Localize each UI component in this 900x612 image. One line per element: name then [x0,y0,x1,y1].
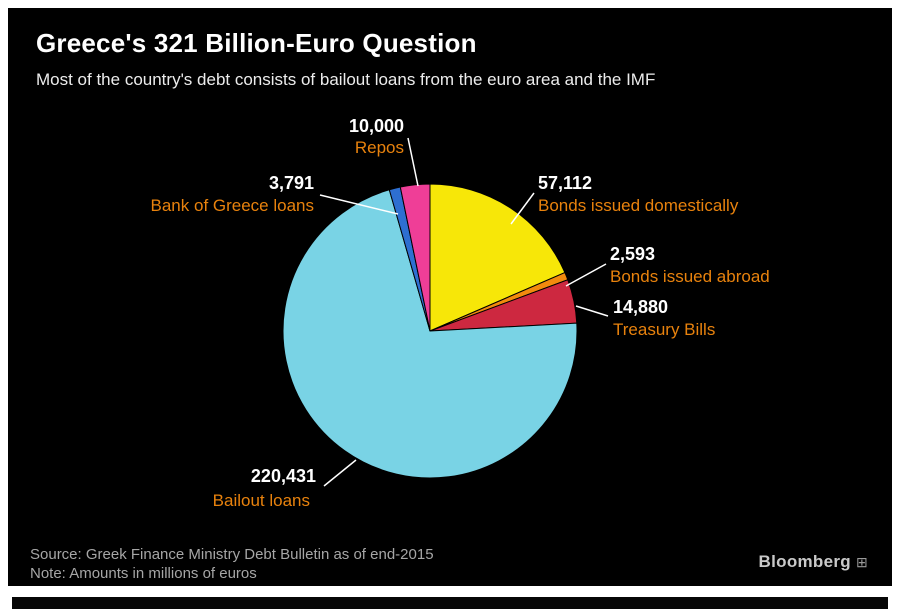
bottom-bar [12,597,888,609]
pie-slice-bonds-domestic [429,183,566,332]
pie-chart-svg: 10,000 Repos 3,791 Bank of Greece loans … [151,116,770,510]
label-category-treasury-bills: Treasury Bills [613,320,715,339]
pie-slice-bailout-loans [282,189,578,479]
note-text: Note: Amounts in millions of euros [30,565,257,582]
chart-subtitle: Most of the country's debt consists of b… [36,70,656,89]
label-category-bonds-domestic: Bonds issued domestically [538,196,739,215]
label-category-bonds-abroad: Bonds issued abroad [610,267,770,286]
leader-line-repos [407,137,419,187]
slice-label-bailout-loans: 220,431 Bailout loans [213,466,316,510]
slice-label-treasury-bills: 14,880 Treasury Bills [613,297,715,339]
label-value-bonds-domestic: 57,112 [538,173,592,193]
pie [282,183,578,479]
leader-lines [319,137,609,487]
bloomberg-wordmark: Bloomberg [758,552,851,571]
label-value-bailout-loans: 220,431 [251,466,316,486]
source-text: Source: Greek Finance Ministry Debt Bull… [30,546,434,563]
bloomberg-terminal-icon: ⊞ [855,553,868,570]
leader-line-bonds-abroad [565,263,607,287]
slice-label-bank-of-greece: 3,791 Bank of Greece loans [151,173,314,215]
label-value-repos: 10,000 [349,116,404,136]
label-category-repos: Repos [355,138,404,157]
chart-canvas: Greece's 321 Billion-Euro Question Most … [8,8,892,586]
leader-line-bailout-loans [323,459,357,487]
label-value-bonds-abroad: 2,593 [610,244,655,264]
chart-title: Greece's 321 Billion-Euro Question [36,28,477,58]
slice-label-bonds-abroad: 2,593 Bonds issued abroad [610,244,770,286]
leader-line-treasury-bills [575,305,609,317]
slice-label-bonds-domestic: 57,112 Bonds issued domestically [538,173,739,215]
label-category-bank-of-greece: Bank of Greece loans [151,196,314,215]
label-value-treasury-bills: 14,880 [613,297,668,317]
bloomberg-brand: Bloomberg ⊞ [759,552,868,572]
leader-line-bonds-domestic [510,192,535,225]
slice-label-repos: 10,000 Repos [349,116,404,157]
label-category-bailout-loans: Bailout loans [213,491,310,510]
label-value-bank-of-greece: 3,791 [269,173,314,193]
leader-line-bank-of-greece [319,194,399,215]
pie-slice-repos [399,183,431,332]
